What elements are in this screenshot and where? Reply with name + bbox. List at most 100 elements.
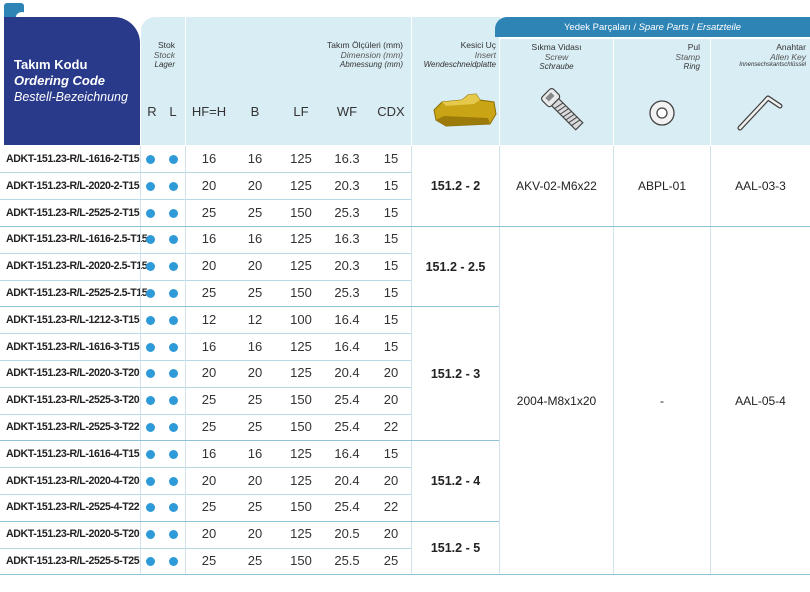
group-divider	[0, 440, 499, 442]
table-row: ADKT-151.23-R/L-1616-2-T15 16 16 125 16.3 15	[0, 146, 810, 173]
ordering-code-cell: ADKT-151.23-R/L-2525-3-T20	[6, 394, 140, 407]
screw-de: Schraube	[539, 62, 574, 71]
spare-tr: Yedek Parçaları	[563, 22, 631, 33]
stock-l-dot	[169, 369, 178, 379]
row-divider	[0, 547, 412, 549]
ordering-code-cell: ADKT-151.23-R/L-2525-4-T22	[6, 501, 140, 514]
stock-l-dot	[169, 181, 178, 191]
dim-cdx-cell: 22	[383, 499, 399, 515]
dim-cdx-cell: 15	[383, 151, 399, 166]
dim-lf-cell: 150	[290, 419, 312, 434]
dim-b-cell: 25	[247, 499, 263, 515]
dim-wf-cell: 20.5	[334, 526, 360, 542]
key-header: Anahtar Allen Key Innensechskantschlüsse…	[711, 39, 810, 145]
row-divider	[0, 172, 412, 174]
insert-cell: 151.2 - 5	[430, 540, 481, 555]
spare-sep: /	[633, 22, 636, 33]
dim-hf-cell: 20	[201, 365, 217, 381]
dims-de: Abmessung (mm)	[339, 60, 403, 69]
dim-hf-cell: 25	[201, 419, 217, 434]
spare-screw-cell: 2004-M8x1x20	[516, 393, 597, 408]
spare-group-divider	[499, 225, 810, 227]
dim-wf-cell: 20.4	[334, 472, 360, 488]
spare-stamp-cell: ABPL-01	[637, 179, 687, 194]
dim-lf-cell: 150	[290, 392, 312, 408]
stock-r-dot	[146, 181, 155, 191]
spare-group-divider	[499, 574, 810, 576]
ordering-code-cell: ADKT-151.23-R/L-1616-2.5-T15	[6, 233, 148, 246]
group-divider	[0, 306, 499, 308]
row-divider	[0, 386, 412, 388]
dim-wf-cell: 16.3	[334, 231, 360, 247]
stock-r-dot	[146, 369, 155, 379]
table-row: ADKT-151.23-R/L-1212-3-T15 12 12 100 16.4 15	[0, 307, 810, 334]
insert-cell: 151.2 - 2.5	[425, 259, 486, 274]
row-divider	[0, 413, 412, 415]
dim-wf-cell: 20.3	[334, 177, 360, 193]
stock-r-dot	[146, 396, 155, 406]
insert-cell: 151.2 - 2	[430, 179, 481, 194]
dim-hf-cell: 20	[201, 472, 217, 488]
dim-cdx-cell: 15	[383, 445, 399, 461]
table-row: ADKT-151.23-R/L-2525-4-T22 25 25 150 25.4 22	[0, 494, 810, 521]
stock-l-dot	[169, 155, 178, 164]
stock-l-dot	[169, 476, 178, 486]
stock-r-dot	[146, 315, 155, 325]
dim-lf-cell: 150	[290, 553, 312, 568]
key-tr: Anahtar	[776, 42, 806, 52]
table-row: ADKT-151.23-R/L-2525-3-T22 25 25 150 25.4 22	[0, 414, 810, 441]
screw-tr: Sıkma Vidası	[531, 42, 582, 52]
dim-lf-cell: 125	[290, 151, 312, 166]
dim-b-cell: 25	[247, 553, 263, 568]
dim-b-cell: 20	[247, 258, 263, 274]
dim-b-cell: 16	[247, 338, 263, 354]
dim-b-cell: 25	[247, 419, 263, 434]
ordering-code-cell: ADKT-151.23-R/L-2525-3-T22	[6, 421, 140, 433]
table-row: ADKT-151.23-R/L-2020-2.5-T15 20 20 125 20.3 1…	[0, 253, 810, 280]
table-row: ADKT-151.23-R/L-2525-2-T15 25 25 150 25.3 15	[0, 200, 810, 227]
spare-key-cell: AAL-05-4	[735, 393, 786, 408]
dim-lf-cell: 125	[290, 445, 312, 461]
stock-r-dot	[146, 235, 155, 245]
dim-wf-cell: 20.4	[334, 365, 360, 381]
col-b: B	[250, 104, 260, 119]
dim-hf-cell: 20	[201, 258, 217, 274]
dim-wf-cell: 25.4	[334, 499, 360, 515]
allen-key-icon	[737, 95, 783, 131]
ordering-code-cell: ADKT-151.23-R/L-1616-2-T15	[6, 153, 140, 165]
col-l: L	[169, 104, 177, 119]
column-divider	[613, 146, 614, 575]
dim-b-cell: 25	[247, 285, 263, 300]
dim-lf-cell: 125	[290, 365, 312, 381]
dim-cdx-cell: 15	[383, 285, 399, 300]
ordering-code-cell: ADKT-151.23-R/L-2020-2.5-T15	[6, 260, 148, 273]
stock-l-dot	[169, 503, 178, 513]
group-divider	[0, 574, 499, 576]
dim-wf-cell: 20.3	[334, 258, 360, 274]
spare-parts-header: Yedek Parçaları / Spare Parts / Ersatzte…	[495, 17, 810, 37]
stock-header: Stok Stock Lager	[141, 17, 185, 145]
dim-hf-cell: 20	[201, 177, 217, 193]
row-divider	[0, 467, 412, 469]
dim-hf-cell: 25	[201, 285, 217, 300]
screw-icon	[541, 88, 584, 131]
stock-l-dot	[169, 315, 178, 325]
stock-r-dot	[146, 503, 155, 513]
dims-en: Dimension (mm)	[340, 50, 403, 60]
spare-sep-2: /	[691, 22, 695, 33]
dim-hf-cell: 25	[201, 499, 217, 515]
stamp-tr: Pul	[687, 42, 700, 52]
stock-l-dot	[169, 235, 178, 245]
dim-wf-cell: 16.4	[334, 311, 360, 327]
ordering-code-cell: ADKT-151.23-R/L-2525-2.5-T15	[6, 287, 148, 299]
dim-cdx-cell: 20	[383, 365, 399, 381]
dim-wf-cell: 16.4	[334, 445, 360, 461]
dim-cdx-cell: 15	[383, 258, 399, 274]
table-row: ADKT-151.23-R/L-1616-2.5-T15 16 16 125 16.3 1…	[0, 226, 810, 253]
dim-lf-cell: 125	[290, 258, 312, 274]
ordering-code-header: Takım Kodu Ordering Code Bestell-Bezeich…	[4, 17, 140, 145]
ordering-code-cell: ADKT-151.23-R/L-2525-2-T15	[6, 206, 140, 219]
dim-lf-cell: 150	[290, 499, 312, 515]
dim-lf-cell: 150	[290, 285, 312, 300]
